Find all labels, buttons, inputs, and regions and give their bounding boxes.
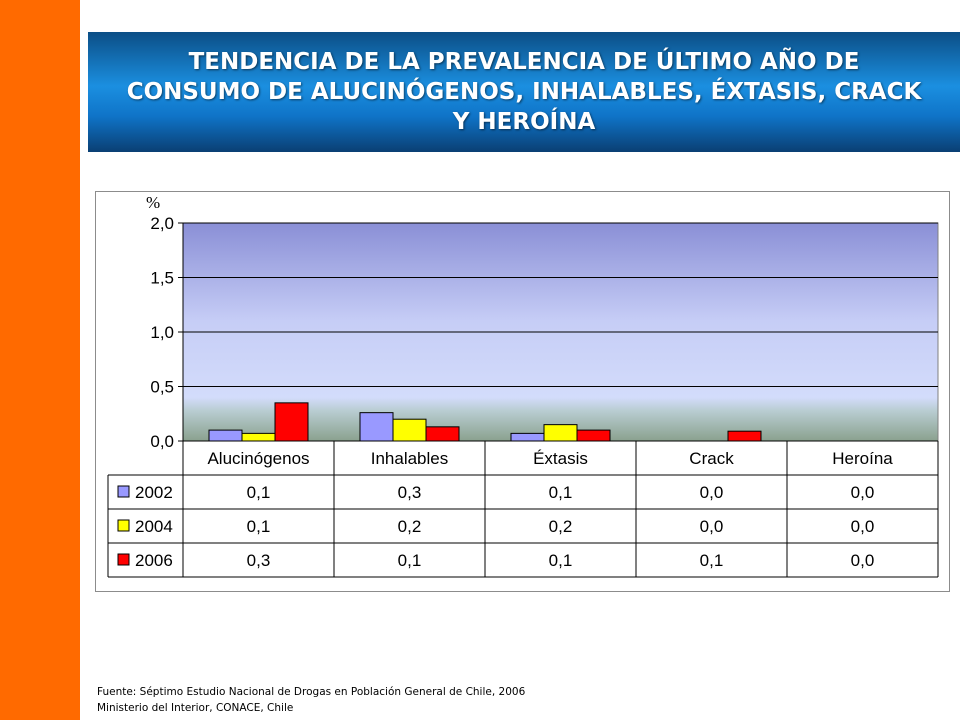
source-line-1: Fuente: Séptimo Estudio Nacional de Drog… bbox=[97, 686, 526, 698]
y-tick-label: 2,0 bbox=[150, 214, 174, 233]
bar bbox=[576, 429, 611, 442]
data-label: 0,1 bbox=[549, 551, 573, 570]
legend-swatch bbox=[117, 553, 130, 566]
data-label: 0,0 bbox=[700, 483, 724, 502]
bar-chart: 0,0 0,5 1,0 1,5 2,0% Alucinógenos Inhalables Éx… bbox=[107, 193, 939, 578]
x-category-label: Crack bbox=[689, 449, 734, 468]
y-tick-label: 1,0 bbox=[150, 323, 174, 342]
title-banner: TENDENCIA DE LA PREVALENCIA DE ÚLTIMO AÑ… bbox=[88, 32, 960, 152]
x-category-label: Alucinógenos bbox=[207, 449, 309, 468]
data-label: 0,3 bbox=[247, 551, 271, 570]
source-line-2: Ministerio del Interior, CONACE, Chile bbox=[97, 702, 294, 714]
bar bbox=[425, 426, 460, 442]
data-label: 0,0 bbox=[700, 517, 724, 536]
bar bbox=[274, 402, 309, 442]
chart-frame: 0,0 0,5 1,0 1,5 2,0% Alucinógenos Inhalables Éx… bbox=[95, 191, 950, 592]
y-tick-label: 0,5 bbox=[150, 378, 174, 397]
legend-label: 2002 bbox=[135, 483, 173, 502]
legend-label: 2006 bbox=[135, 551, 173, 570]
data-label: 0,2 bbox=[398, 517, 422, 536]
data-label: 0,0 bbox=[851, 517, 875, 536]
x-category-label: Inhalables bbox=[371, 449, 449, 468]
data-label: 0,3 bbox=[398, 483, 422, 502]
source-note: Fuente: Séptimo Estudio Nacional de Drog… bbox=[97, 684, 525, 716]
bar bbox=[208, 429, 243, 442]
y-tick-label: 1,5 bbox=[150, 269, 174, 288]
data-label: 0,1 bbox=[398, 551, 422, 570]
legend-swatch bbox=[117, 485, 130, 498]
data-label: 0,1 bbox=[549, 483, 573, 502]
bar bbox=[392, 418, 427, 442]
bar bbox=[510, 432, 545, 442]
y-tick-label: 0,0 bbox=[150, 432, 174, 451]
data-label: 0,1 bbox=[700, 551, 724, 570]
x-category-label: Éxtasis bbox=[533, 449, 588, 468]
legend-swatch bbox=[117, 519, 130, 532]
data-label: 0,1 bbox=[247, 517, 271, 536]
data-label: 0,0 bbox=[851, 483, 875, 502]
bar bbox=[241, 432, 276, 442]
data-label: 0,1 bbox=[247, 483, 271, 502]
bar bbox=[359, 412, 394, 442]
bar bbox=[543, 424, 578, 442]
slide-title: TENDENCIA DE LA PREVALENCIA DE ÚLTIMO AÑ… bbox=[126, 49, 922, 135]
data-label: 0,0 bbox=[851, 551, 875, 570]
y-axis-label: % bbox=[146, 193, 160, 212]
orange-sidebar bbox=[0, 0, 80, 720]
legend-label: 2004 bbox=[135, 517, 173, 536]
data-label: 0,2 bbox=[549, 517, 573, 536]
bar bbox=[727, 430, 762, 442]
x-category-label: Heroína bbox=[832, 449, 893, 468]
